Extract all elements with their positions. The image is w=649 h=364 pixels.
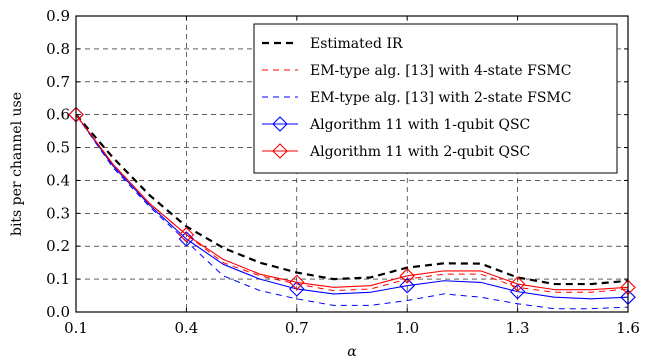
- legend-label: Algorithm 11 with 2-qubit QSC: [309, 144, 530, 160]
- data-point-marker: [178, 226, 195, 243]
- legend-item: Estimated IR: [262, 36, 403, 52]
- series-2: [75, 114, 629, 293]
- data-point-marker: [289, 281, 305, 297]
- data-point-marker: [399, 268, 415, 284]
- legend-item: EM-type alg. [13] with 4-state FSMC: [262, 63, 571, 79]
- x-tick-label: 1.3: [506, 319, 530, 337]
- y-tick-label: 0.4: [46, 171, 70, 189]
- legend-label: EM-type alg. [13] with 2-state FSMC: [310, 90, 571, 106]
- y-tick-label: 0.8: [46, 40, 70, 58]
- legend-label: Estimated IR: [310, 36, 403, 52]
- legend-label: Algorithm 11 with 1-qubit QSC: [309, 117, 530, 133]
- series-line: [75, 114, 629, 291]
- y-tick-label: 0.5: [46, 139, 70, 157]
- legend-item: EM-type alg. [13] with 2-state FSMC: [262, 90, 571, 106]
- series-line: [75, 113, 629, 286]
- data-point-marker: [509, 283, 526, 300]
- legend-box: [253, 23, 618, 174]
- y-tick-label: 0.6: [46, 106, 70, 124]
- y-tick-label: 0.2: [46, 237, 70, 255]
- x-tick-label: 0.7: [285, 319, 309, 337]
- axis-ticks: 0.1 0.4 0.7 1.0 1.3 1.60.00.10.20.30.40.50.60…: [46, 7, 640, 337]
- y-tick-label: 0.3: [46, 204, 70, 222]
- legend-item: Algorithm 11 with 1-qubit QSC: [262, 116, 530, 133]
- x-tick-label: 0.1: [64, 319, 88, 337]
- y-axis-label: bits per channel use: [9, 92, 25, 236]
- legend-marker: [272, 116, 288, 132]
- series-5: [68, 106, 636, 296]
- y-tick-label: 0.7: [46, 73, 70, 91]
- y-tick-label: 0.9: [46, 7, 70, 25]
- series-3: [75, 114, 629, 310]
- legend-marker: [272, 143, 288, 159]
- y-tick-label: 0.0: [46, 303, 70, 321]
- data-point-marker: [399, 277, 415, 294]
- data-point-marker: [509, 276, 526, 292]
- x-tick-label: 0.4: [174, 319, 198, 337]
- series-line: [75, 114, 629, 310]
- x-tick-label: 1.0: [395, 319, 419, 337]
- series-1: [75, 113, 629, 286]
- series-line: [75, 114, 629, 300]
- x-axis-label: α: [347, 344, 357, 360]
- y-tick-label: 0.1: [46, 270, 70, 288]
- legend-item: Algorithm 11 with 2-qubit QSC: [262, 143, 530, 160]
- data-point-marker: [289, 274, 305, 291]
- series-layer: [68, 106, 636, 310]
- plot-frame: [75, 15, 629, 313]
- series-line: [75, 114, 629, 293]
- x-tick-label: 1.6: [616, 319, 640, 337]
- legend-label: EM-type alg. [13] with 4-state FSMC: [310, 63, 571, 79]
- legend: Estimated IR EM-type alg. [13] with 4-sta…: [253, 23, 618, 174]
